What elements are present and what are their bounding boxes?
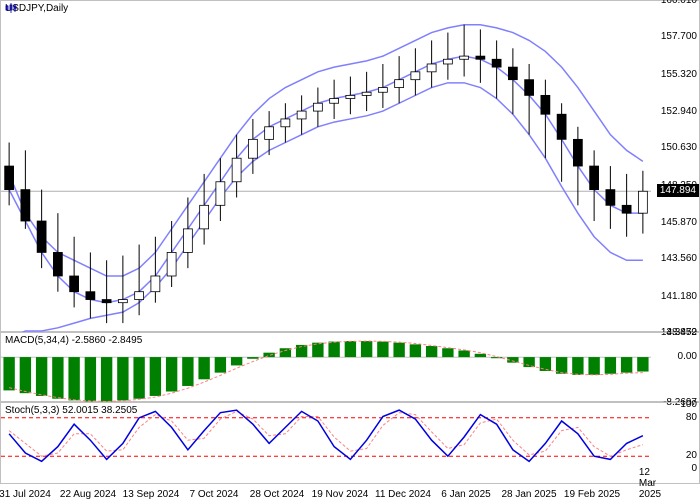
price-chart-svg	[1, 1, 651, 333]
price-ytick: 141.180	[661, 291, 697, 302]
x-tick: 28 Oct 2024	[250, 489, 304, 500]
x-tick: 13 Sep 2024	[123, 489, 180, 500]
x-tick: 19 Feb 2025	[564, 489, 620, 500]
stoch-ytick: 20	[686, 450, 697, 461]
stoch-ytick: 0	[691, 463, 697, 474]
price-ytick: 157.700	[661, 31, 697, 42]
price-ytick: 160.010	[661, 0, 697, 6]
macd-panel-title: MACD(5,34,4) -2.5860 -2.8495	[5, 335, 142, 346]
stoch-panel-title: Stoch(5,3,3) 52.0015 38.2505	[5, 405, 137, 416]
stoch-ytick: 100	[680, 399, 697, 410]
chart-container: USDJPY,Daily 138.870141.180143.560145.87…	[0, 0, 700, 500]
macd-panel: MACD(5,34,4) -2.5860 -2.8495 -8.26970.00…	[0, 332, 700, 402]
macd-ytick: 4.3452	[666, 327, 697, 338]
price-ytick: 143.560	[661, 253, 697, 264]
x-tick: 22 Aug 2024	[60, 489, 116, 500]
candlestick-icon	[5, 3, 17, 13]
x-tick: 12 Mar 2025	[639, 467, 661, 500]
price-ytick: 155.320	[661, 69, 697, 80]
price-panel-title: USDJPY,Daily	[5, 3, 68, 14]
price-ytick: 145.870	[661, 217, 697, 228]
x-tick: 7 Oct 2024	[190, 489, 239, 500]
price-panel: USDJPY,Daily 138.870141.180143.560145.87…	[0, 0, 700, 332]
x-tick: 28 Jan 2025	[501, 489, 556, 500]
price-ytick: 150.630	[661, 142, 697, 153]
x-tick: 19 Nov 2024	[312, 489, 369, 500]
macd-ytick: 0.00	[678, 351, 697, 362]
price-ytick: 152.940	[661, 106, 697, 117]
x-axis: 31 Jul 2024 22 Aug 2024 13 Sep 2024 7 Oct 2…	[0, 484, 650, 500]
x-tick: 6 Jan 2025	[441, 489, 491, 500]
current-price-badge: 147.894	[657, 184, 699, 197]
x-tick: 11 Dec 2024	[375, 489, 431, 500]
x-tick: 31 Jul 2024	[0, 489, 51, 500]
stoch-ytick: 80	[686, 412, 697, 423]
stoch-panel: Stoch(5,3,3) 52.0015 38.2505 0 20 80 100	[0, 402, 700, 484]
